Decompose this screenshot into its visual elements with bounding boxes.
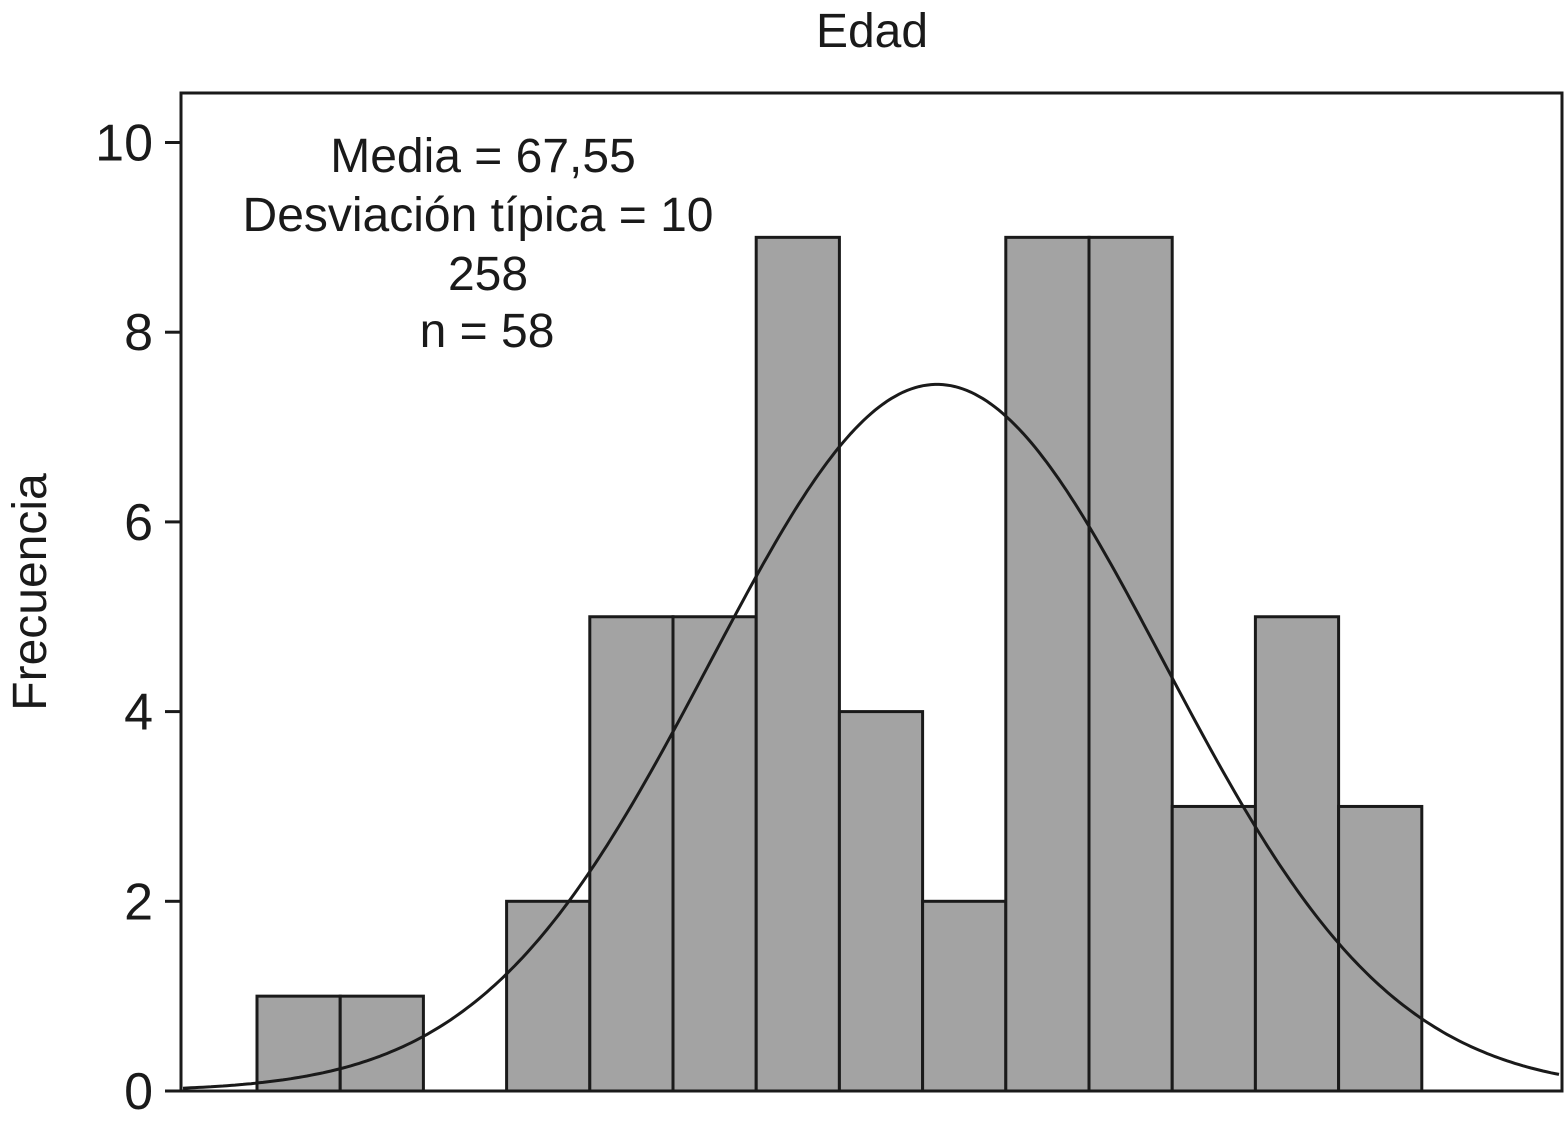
y-tick-label: 6 xyxy=(124,494,153,552)
y-tick-label: 8 xyxy=(124,304,153,362)
y-tick-label: 10 xyxy=(95,115,153,173)
histogram-bar xyxy=(1337,804,1424,1093)
histogram-bar xyxy=(1004,235,1091,1093)
histogram-bar xyxy=(754,235,841,1093)
stats-annotation: Media = 67,55 Desviación típica = 10 258… xyxy=(243,130,714,358)
histogram-bar xyxy=(1253,615,1341,1093)
histogram-bar xyxy=(837,710,925,1093)
annotation-extra: 258 xyxy=(448,248,528,301)
normal-curve xyxy=(182,382,1560,1090)
annotation-mean: Media = 67,55 xyxy=(330,130,636,183)
histogram-bar xyxy=(921,899,1008,1093)
histogram-bar xyxy=(1087,235,1174,1093)
y-tick-label: 2 xyxy=(124,873,153,931)
plot-frame xyxy=(179,91,1564,1093)
histogram-bar xyxy=(671,615,758,1093)
chart-title: Edad xyxy=(816,5,928,58)
annotation-std: Desviación típica = 10 xyxy=(243,189,714,242)
y-tick-label: 0 xyxy=(124,1063,153,1121)
histogram-bar xyxy=(1170,804,1257,1093)
y-tick-label: 4 xyxy=(124,684,153,742)
y-axis-label: Frecuencia xyxy=(4,473,57,711)
annotation-n: n = 58 xyxy=(420,305,555,358)
histogram-bar xyxy=(588,615,675,1093)
